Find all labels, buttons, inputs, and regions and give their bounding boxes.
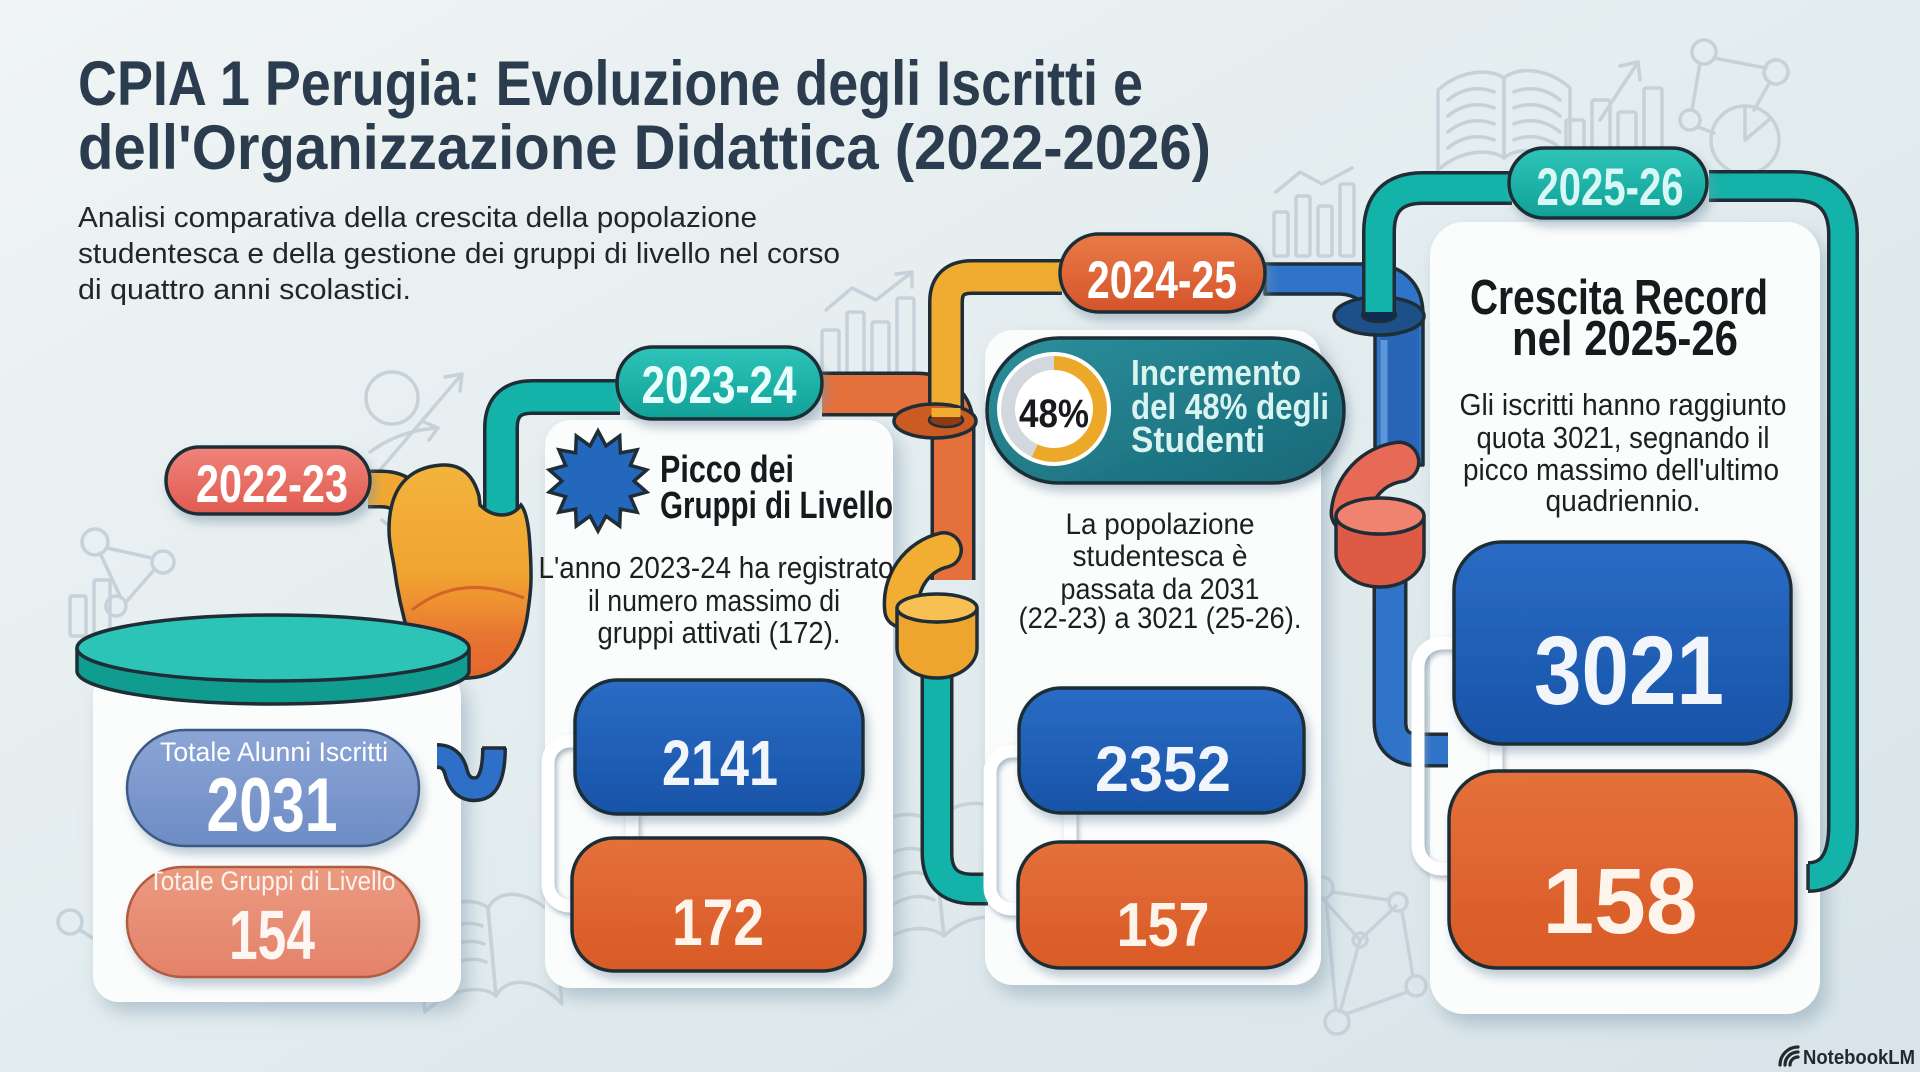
svg-text:2031: 2031 (207, 763, 338, 848)
svg-text:Crescita Record: Crescita Record (1470, 271, 1768, 325)
svg-text:studentesca e della gestione d: studentesca e della gestione dei gruppi … (78, 238, 840, 270)
svg-text:(22-23) a 3021 (25-26).: (22-23) a 3021 (25-26). (1019, 602, 1302, 635)
svg-text:157: 157 (1117, 891, 1210, 960)
svg-text:Gli iscritti hanno raggiunto: Gli iscritti hanno raggiunto (1460, 387, 1787, 422)
svg-text:2023-24: 2023-24 (642, 356, 797, 415)
svg-text:2352: 2352 (1095, 733, 1231, 805)
svg-text:48%: 48% (1019, 392, 1089, 436)
svg-text:nel 2025-26: nel 2025-26 (1512, 312, 1738, 366)
svg-text:2025-26: 2025-26 (1537, 158, 1684, 217)
svg-text:il numero massimo di: il numero massimo di (588, 583, 840, 618)
svg-text:2022-23: 2022-23 (196, 455, 348, 514)
svg-text:Analisi comparativa della cres: Analisi comparativa della crescita della… (78, 202, 757, 234)
svg-text:del 48% degli: del 48% degli (1131, 386, 1329, 427)
svg-text:Totale Gruppi di Livello: Totale Gruppi di Livello (149, 866, 396, 896)
svg-text:Picco dei: Picco dei (660, 449, 794, 491)
svg-text:154: 154 (229, 896, 315, 974)
svg-text:2141: 2141 (662, 727, 778, 799)
svg-text:studentesca è: studentesca è (1073, 540, 1248, 573)
svg-text:picco massimo dell'ultimo: picco massimo dell'ultimo (1463, 452, 1779, 487)
svg-text:Incremento: Incremento (1131, 352, 1301, 393)
svg-text:2024-25: 2024-25 (1087, 251, 1237, 310)
svg-text:quadriennio.: quadriennio. (1546, 483, 1701, 518)
svg-text:L'anno 2023-24 ha registrato: L'anno 2023-24 ha registrato (539, 550, 894, 585)
svg-text:di quattro anni scolastici.: di quattro anni scolastici. (78, 274, 411, 306)
svg-text:Studenti: Studenti (1131, 419, 1265, 460)
svg-text:172: 172 (672, 885, 764, 959)
svg-text:Totale Alunni Iscritti: Totale Alunni Iscritti (160, 737, 388, 767)
svg-text:158: 158 (1543, 849, 1698, 953)
svg-text:Gruppi di Livello: Gruppi di Livello (660, 485, 893, 527)
svg-text:3021: 3021 (1534, 616, 1724, 725)
svg-text:NotebookLM: NotebookLM (1803, 1047, 1915, 1069)
svg-text:dell'Organizzazione Didattica: dell'Organizzazione Didattica (2022-2026… (78, 113, 1211, 183)
svg-text:La popolazione: La popolazione (1066, 508, 1255, 541)
svg-text:gruppi attivati (172).: gruppi attivati (172). (598, 615, 841, 650)
svg-text:passata da 2031: passata da 2031 (1061, 573, 1260, 606)
svg-text:CPIA 1 Perugia: Evoluzione deg: CPIA 1 Perugia: Evoluzione degli Iscritt… (78, 49, 1143, 119)
svg-text:quota 3021, segnando il: quota 3021, segnando il (1477, 420, 1770, 455)
